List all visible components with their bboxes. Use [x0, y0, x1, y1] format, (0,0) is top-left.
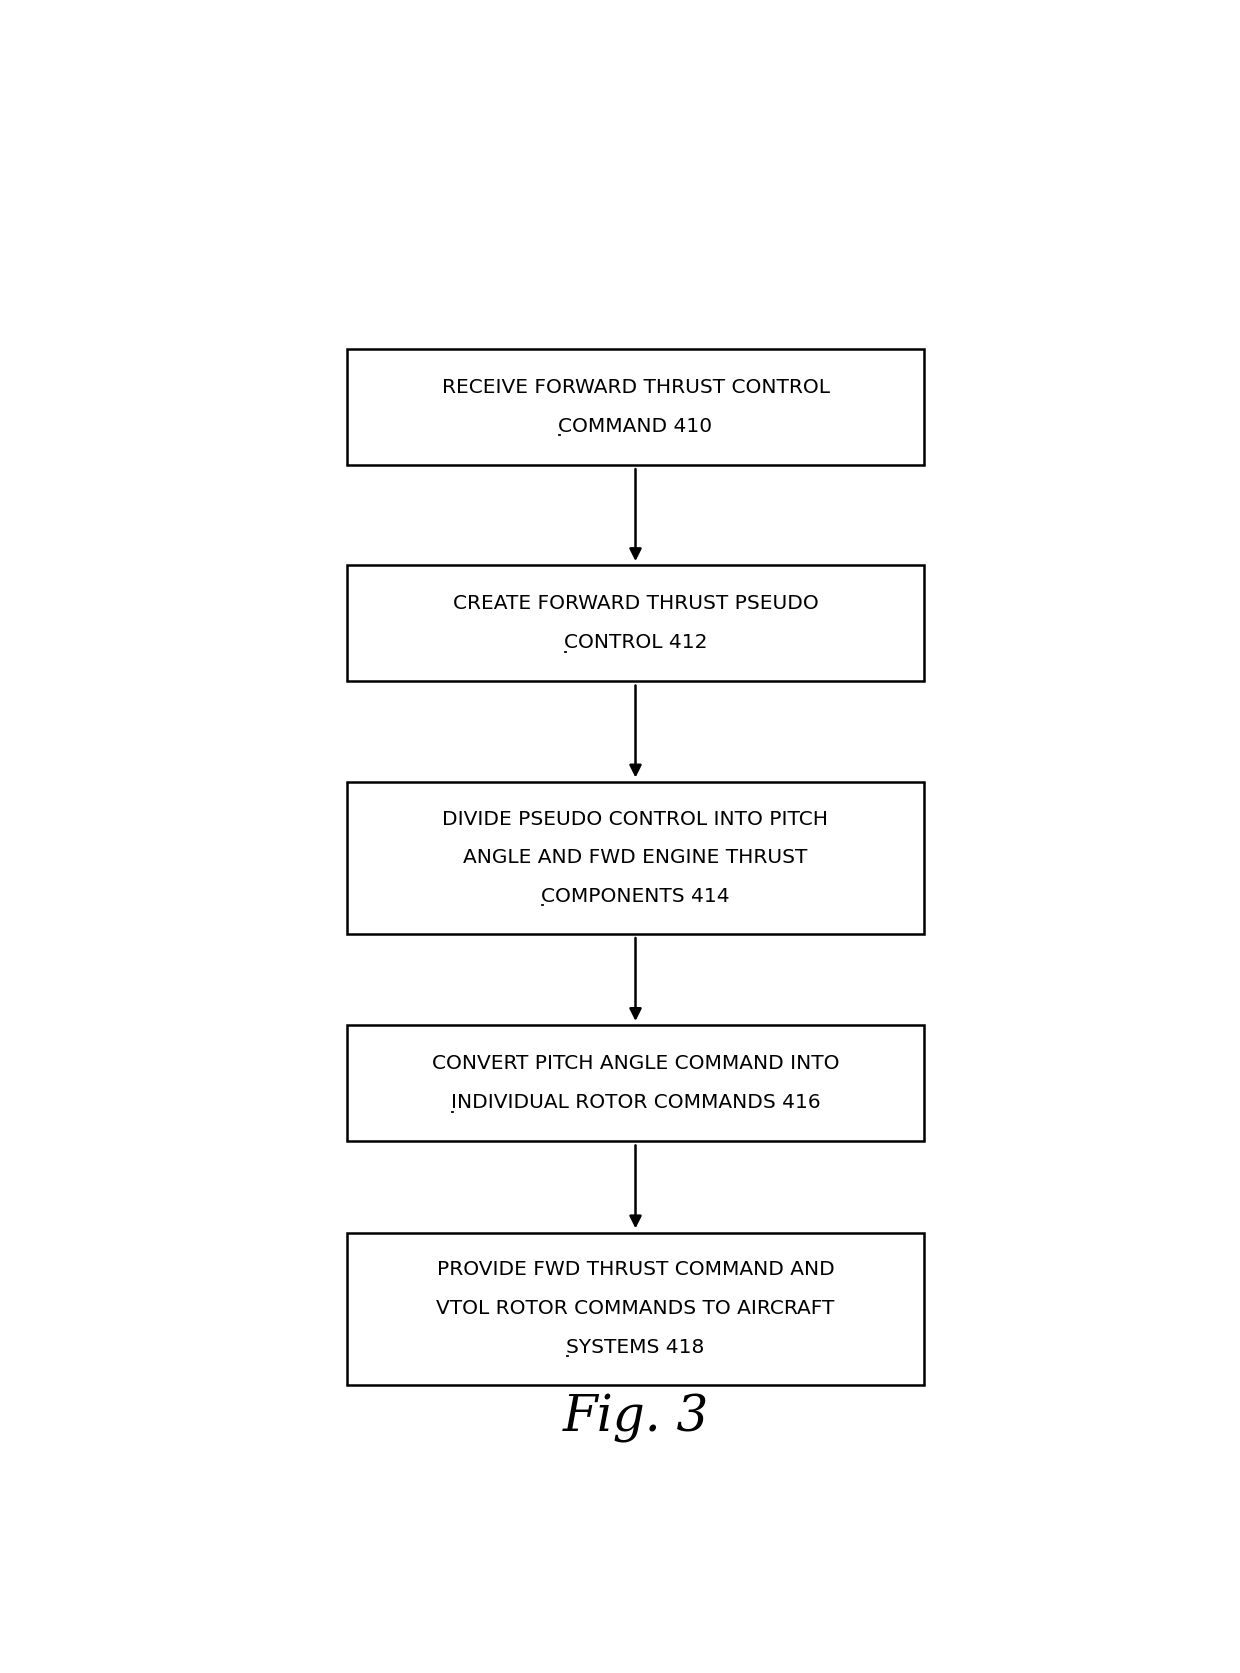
Bar — [347, 350, 924, 465]
FancyArrowPatch shape — [630, 939, 641, 1019]
Text: DIVIDE PSEUDO CONTROL INTO PITCH: DIVIDE PSEUDO CONTROL INTO PITCH — [443, 810, 828, 828]
Text: SYSTEMS 418: SYSTEMS 418 — [567, 1338, 704, 1357]
FancyArrowPatch shape — [630, 1146, 641, 1226]
Text: PROVIDE FWD THRUST COMMAND AND: PROVIDE FWD THRUST COMMAND AND — [436, 1260, 835, 1280]
Bar — [347, 1233, 924, 1385]
Text: CONVERT PITCH ANGLE COMMAND INTO: CONVERT PITCH ANGLE COMMAND INTO — [432, 1054, 839, 1074]
Text: Fig. 3: Fig. 3 — [562, 1394, 709, 1442]
Text: RECEIVE FORWARD THRUST CONTROL: RECEIVE FORWARD THRUST CONTROL — [441, 378, 830, 397]
Text: CREATE FORWARD THRUST PSEUDO: CREATE FORWARD THRUST PSEUDO — [453, 594, 818, 614]
Text: INDIVIDUAL ROTOR COMMANDS 416: INDIVIDUAL ROTOR COMMANDS 416 — [450, 1092, 821, 1113]
FancyArrowPatch shape — [630, 686, 641, 775]
Text: CONTROL 412: CONTROL 412 — [564, 632, 707, 652]
Bar — [347, 1026, 924, 1141]
Bar — [347, 565, 924, 681]
Text: VTOL ROTOR COMMANDS TO AIRCRAFT: VTOL ROTOR COMMANDS TO AIRCRAFT — [436, 1300, 835, 1318]
FancyArrowPatch shape — [630, 468, 641, 559]
Text: COMPONENTS 414: COMPONENTS 414 — [541, 887, 730, 905]
Bar — [347, 781, 924, 934]
Text: COMMAND 410: COMMAND 410 — [558, 417, 713, 435]
Text: ANGLE AND FWD ENGINE THRUST: ANGLE AND FWD ENGINE THRUST — [464, 848, 807, 867]
